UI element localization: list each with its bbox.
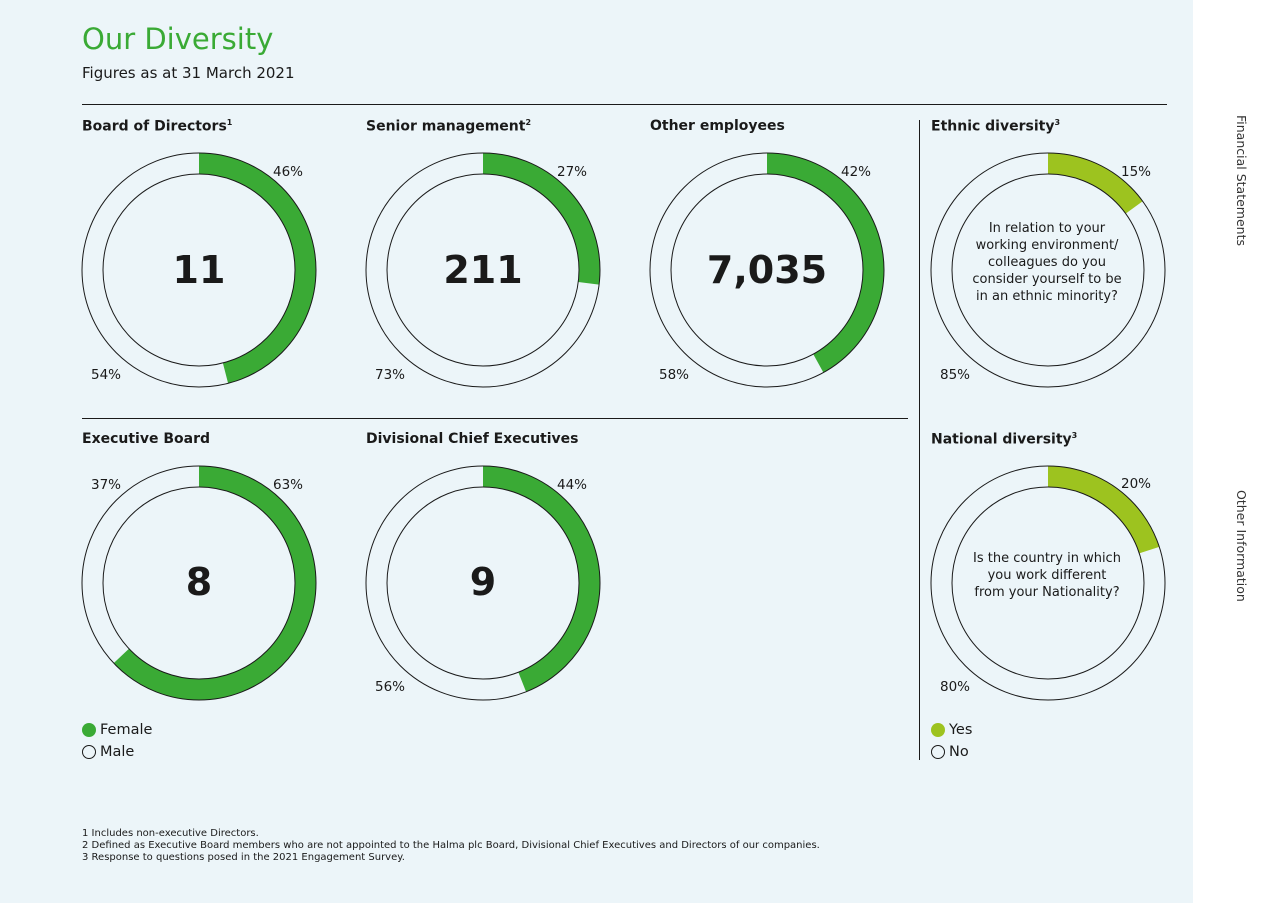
- pct-senior-female: 27%: [557, 164, 588, 180]
- donut-inner-ring-ethnic: [951, 173, 1145, 367]
- pct-exec-male: 37%: [91, 477, 122, 493]
- donut-segment-national-yes: [1047, 466, 1160, 554]
- female-swatch-icon: [82, 723, 96, 737]
- donut-outer-ring-national: [930, 465, 1166, 701]
- chart-title-divisional: Divisional Chief Executives: [366, 431, 579, 447]
- question-ethnic: In relation to your working environment/…: [972, 221, 1122, 304]
- chart-title-executive: Executive Board: [82, 431, 211, 447]
- pct-national-no: 80%: [940, 679, 971, 695]
- page-subtitle: Figures as at 31 March 2021: [82, 64, 295, 82]
- side-tab-financial-statements[interactable]: Financial Statements: [1234, 115, 1249, 246]
- legend-male: Male: [82, 744, 134, 760]
- vertical-divider: [919, 120, 920, 760]
- chart-title-ethnic: Ethnic diversity3: [931, 118, 1061, 135]
- yes-swatch-icon: [931, 723, 945, 737]
- donut-segment-senior-female: [482, 153, 600, 285]
- footnote-2: 2 Defined as Executive Board members who…: [82, 840, 820, 851]
- chart-title-other: Other employees: [650, 118, 785, 134]
- legend-yes-label: Yes: [949, 722, 973, 738]
- total-senior: 211: [443, 248, 523, 292]
- donut-outer-ring-senior: [365, 152, 601, 388]
- pct-national-yes: 20%: [1121, 476, 1152, 492]
- total-board: 11: [172, 248, 226, 292]
- pct-exec-female: 63%: [273, 477, 304, 493]
- legend-no: No: [931, 744, 969, 760]
- chart-title-board: Board of Directors1: [82, 118, 233, 135]
- footnote-3: 3 Response to questions posed in the 202…: [82, 852, 405, 863]
- no-swatch-icon: [931, 745, 945, 759]
- footnote-1: 1 Includes non-executive Directors.: [82, 828, 259, 839]
- donut-outer-ring-executive: [81, 465, 317, 701]
- pct-board-male: 54%: [91, 367, 122, 383]
- donut-inner-ring-board: [102, 173, 296, 367]
- donut-segment-ethnic-yes: [1047, 153, 1143, 214]
- legend-male-label: Male: [100, 744, 135, 760]
- total-other: 7,035: [706, 248, 828, 292]
- donut-inner-ring-divisional: [386, 486, 580, 680]
- male-swatch-icon: [82, 745, 96, 759]
- donut-segment-other-female: [766, 153, 884, 373]
- pct-div-female: 44%: [557, 477, 588, 493]
- donut-inner-ring-senior: [386, 173, 580, 367]
- pct-other-female: 42%: [841, 164, 872, 180]
- pct-ethnic-no: 85%: [940, 367, 971, 383]
- content-panel: [0, 0, 1193, 903]
- chart-title-national: National diversity3: [931, 431, 1078, 448]
- donut-segment-executive-female: [113, 466, 316, 700]
- legend-no-label: No: [949, 744, 969, 760]
- donut-inner-ring-executive: [102, 486, 296, 680]
- pct-senior-male: 73%: [375, 367, 406, 383]
- donut-outer-ring-board: [81, 152, 317, 388]
- footnotes: 1 Includes non-executive Directors. 2 De…: [82, 828, 820, 864]
- legend-female-label: Female: [100, 722, 153, 738]
- pct-ethnic-yes: 15%: [1121, 164, 1152, 180]
- donut-outer-ring-other: [649, 152, 885, 388]
- pct-div-male: 56%: [375, 679, 406, 695]
- page-title: Our Diversity: [82, 22, 274, 56]
- top-divider: [82, 104, 1167, 105]
- total-executive: 8: [185, 560, 213, 604]
- pct-board-female: 46%: [273, 164, 304, 180]
- donut-segment-board-female: [198, 153, 316, 384]
- legend-female: Female: [82, 722, 152, 738]
- total-divisional: 9: [469, 560, 497, 604]
- donut-outer-ring-ethnic: [930, 152, 1166, 388]
- question-national: Is the country in which you work differe…: [973, 551, 1121, 600]
- side-tab-other-information[interactable]: Other Information: [1234, 490, 1249, 602]
- legend-yes: Yes: [931, 722, 972, 738]
- pct-other-male: 58%: [659, 367, 690, 383]
- chart-title-senior: Senior management2: [366, 118, 532, 135]
- donut-outer-ring-divisional: [365, 465, 601, 701]
- donut-inner-ring-national: [951, 486, 1145, 680]
- donut-segment-divisional-female: [482, 466, 600, 692]
- middle-divider: [82, 418, 908, 419]
- donut-inner-ring-other: [670, 173, 864, 367]
